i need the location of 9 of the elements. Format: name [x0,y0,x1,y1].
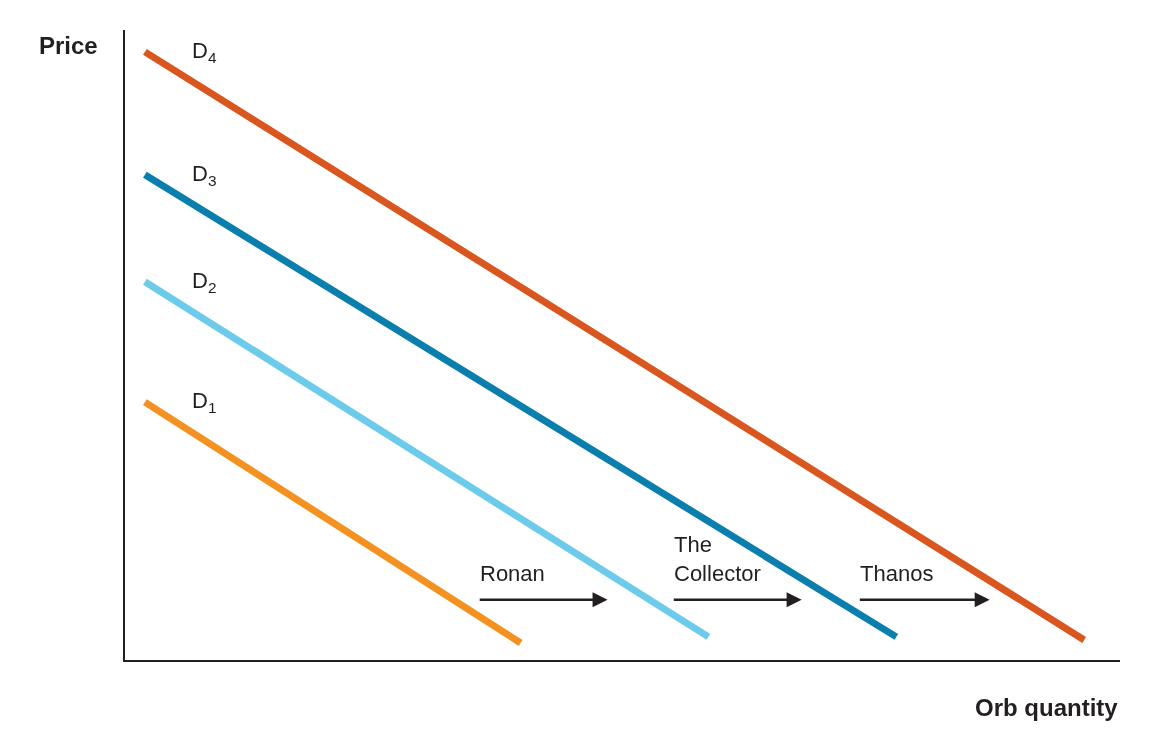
y-axis-title: Price [39,32,98,59]
series-label: D$_{2}$ [192,268,217,296]
annotation: The Collector [674,532,761,586]
series-label: D$_{4}$ [192,38,217,66]
x-axis-title: Orb quantity [975,694,1119,721]
annotation: Ronan [480,561,545,586]
annotation: Thanos [860,561,934,586]
series-label: D$_{3}$ [192,161,217,189]
series-label: D$_{1}$ [192,388,217,416]
